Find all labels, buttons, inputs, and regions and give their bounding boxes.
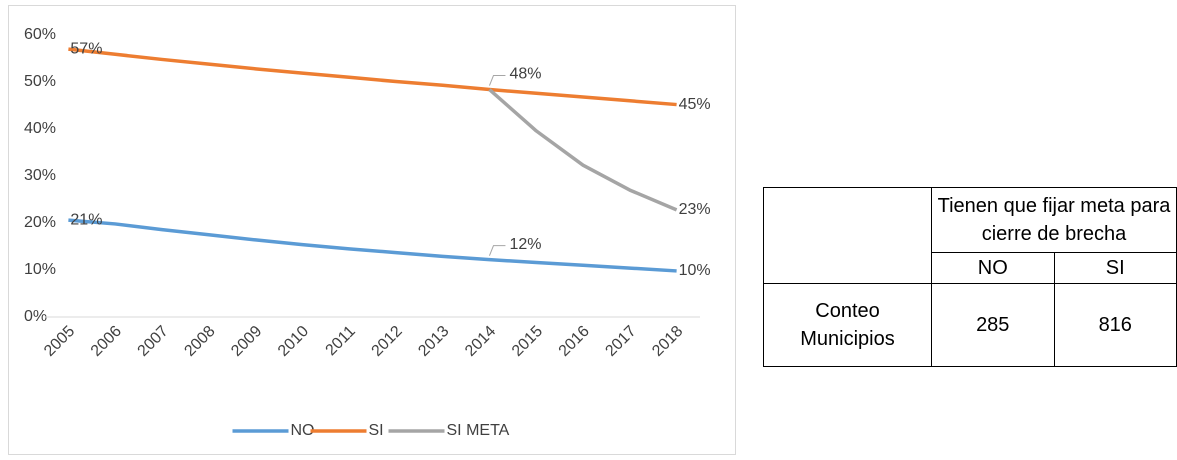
legend-label: SI META: [447, 422, 510, 439]
table-header: Tienen que fijar meta para cierre de bre…: [931, 187, 1177, 253]
series-line: [68, 47, 677, 107]
y-tick-label: 10%: [24, 261, 56, 278]
series-line: [68, 218, 677, 273]
data-table: Tienen que fijar meta para cierre de bre…: [763, 187, 1177, 367]
table-cell: 816: [1053, 283, 1177, 367]
y-tick-label: 20%: [24, 214, 56, 231]
data-label: 21%: [70, 211, 102, 228]
leader-line: [488, 245, 506, 256]
legend-label: SI: [369, 422, 384, 439]
legend-label: NO: [291, 422, 315, 439]
chart-frame: [8, 5, 736, 455]
series-line: [488, 88, 678, 212]
y-tick-label: 50%: [24, 73, 56, 90]
row-header: Conteo Municipios: [763, 283, 932, 367]
y-tick-label: 30%: [24, 167, 56, 184]
leader-line: [488, 75, 506, 86]
y-tick-label: 0%: [24, 308, 47, 325]
data-label: 23%: [679, 201, 711, 218]
table-cell: 285: [931, 283, 1055, 367]
data-label: 57%: [70, 40, 102, 57]
data-label: 12%: [509, 236, 541, 253]
data-label: 48%: [509, 66, 541, 83]
y-tick-label: 60%: [24, 26, 56, 43]
chart: 0%10%20%30%40%50%60%2005 2006 2007 2008 2009…: [8, 5, 736, 455]
data-label: 45%: [679, 96, 711, 113]
column-header: NO: [931, 252, 1055, 284]
column-header: SI: [1053, 252, 1177, 284]
data-label: 10%: [679, 262, 711, 279]
y-tick-label: 40%: [24, 120, 56, 137]
empty-cell: [763, 187, 932, 284]
